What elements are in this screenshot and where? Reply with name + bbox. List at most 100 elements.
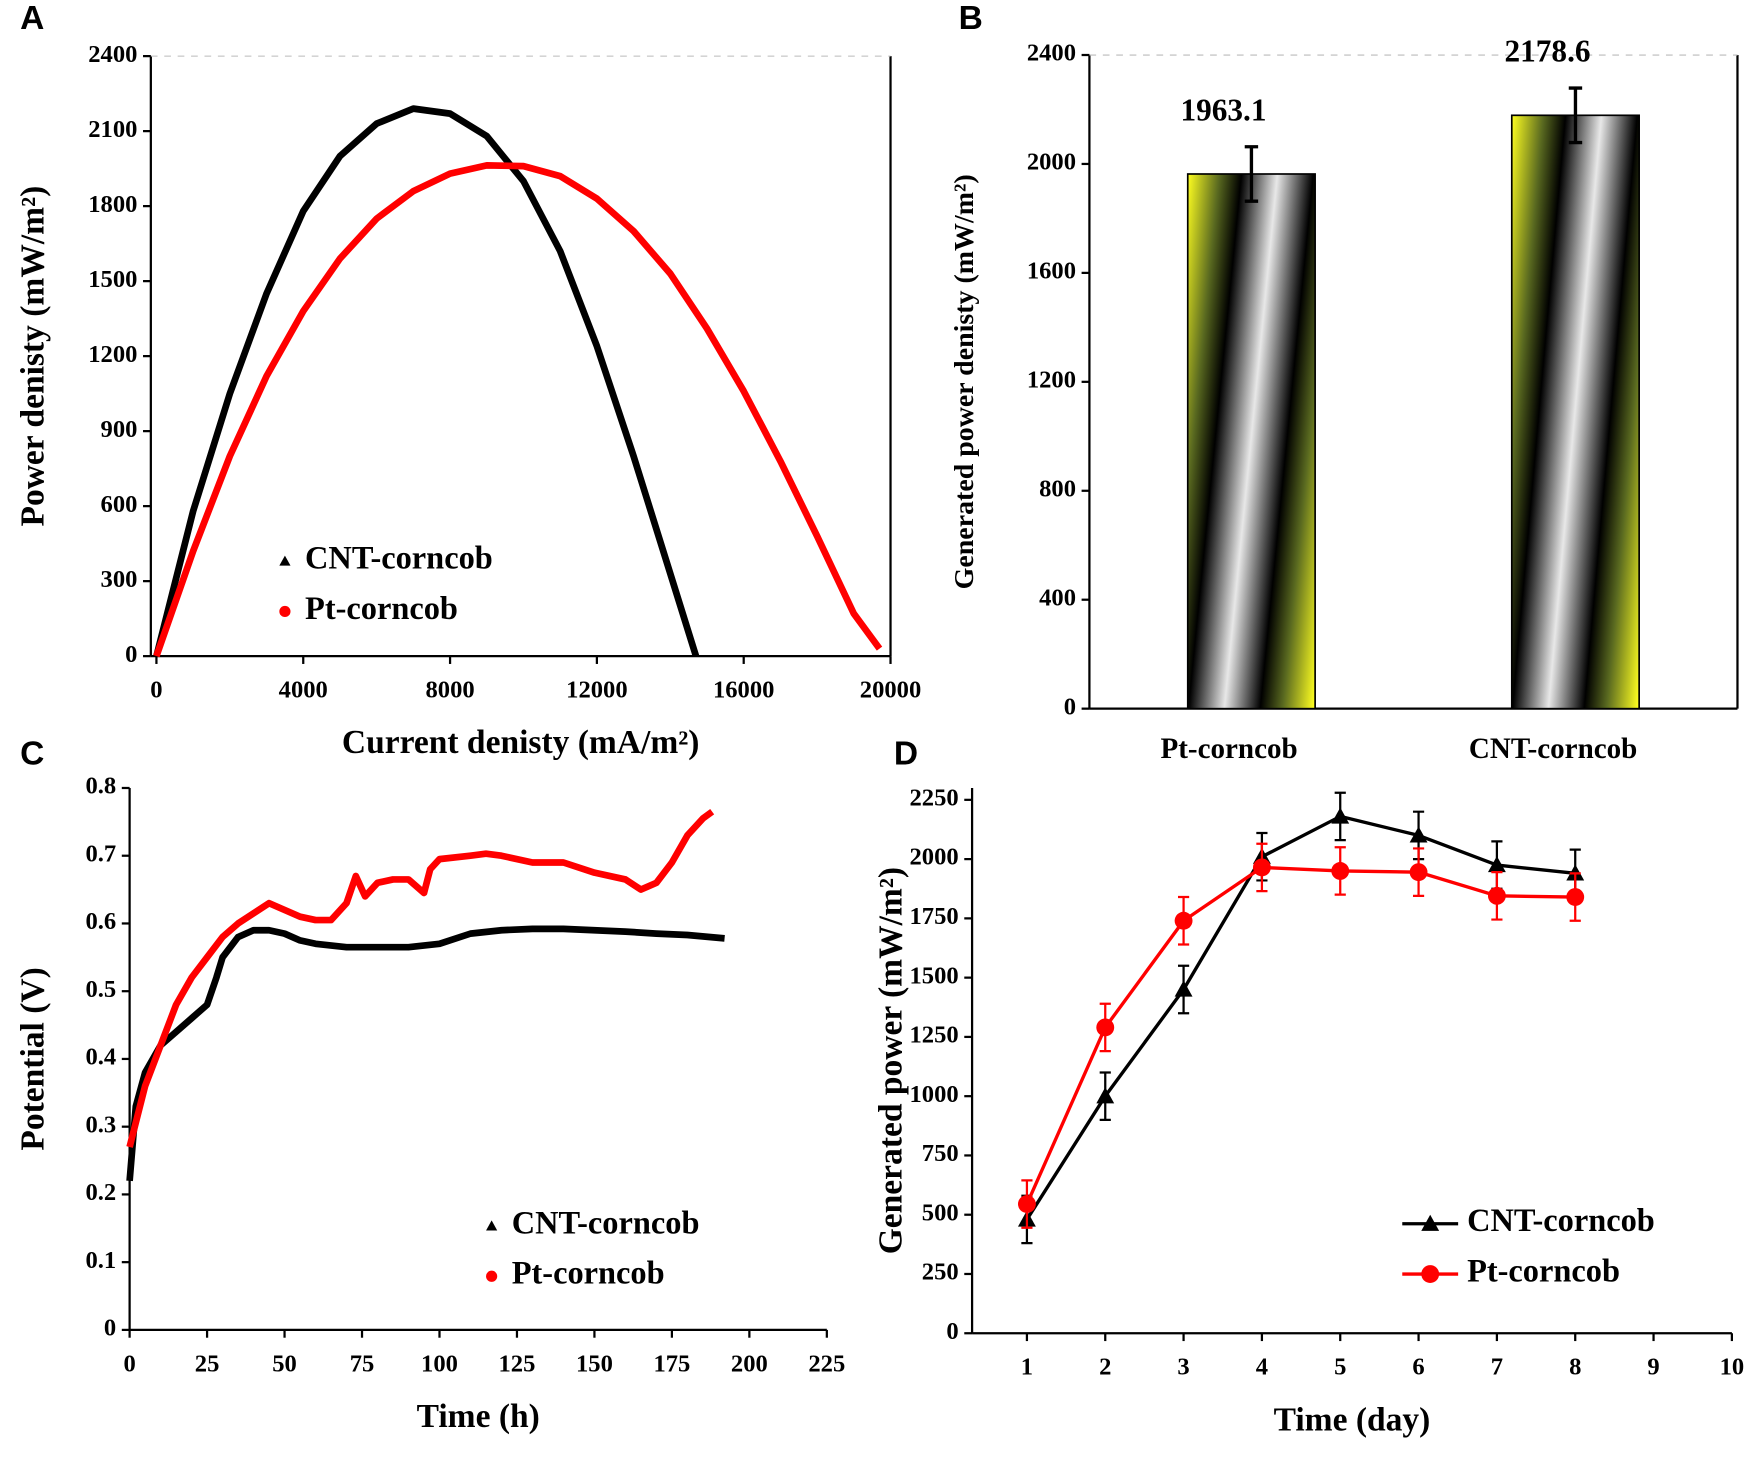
y-tick-label: 0.4 bbox=[85, 1044, 116, 1071]
x-tick-label: 8 bbox=[1569, 1354, 1581, 1381]
y-tick-label: 1200 bbox=[1027, 366, 1076, 393]
series-line bbox=[1025, 865, 1576, 1205]
y-tick-label: 2000 bbox=[910, 844, 959, 871]
y-tick-label: 1600 bbox=[1027, 258, 1076, 285]
y-tick-label: 0 bbox=[125, 641, 137, 668]
y-tick-label: 300 bbox=[101, 566, 138, 593]
panel-label: D bbox=[894, 735, 918, 772]
y-tick-label: 2250 bbox=[910, 784, 959, 811]
series-line bbox=[153, 162, 883, 658]
y-tick-label: 400 bbox=[1039, 584, 1076, 611]
legend-label: CNT-corncob bbox=[1467, 1203, 1655, 1239]
y-tick-label: 1500 bbox=[910, 962, 959, 989]
series-line bbox=[126, 808, 715, 1148]
y-tick-label: 0.6 bbox=[85, 908, 116, 935]
legend-label: Pt-corncob bbox=[512, 1256, 665, 1292]
y-tick-label: 0.8 bbox=[85, 773, 116, 800]
error-bar bbox=[1244, 145, 1259, 203]
y-tick-label: 1250 bbox=[910, 1022, 959, 1049]
data-point bbox=[1409, 863, 1428, 882]
x-axis-label: Time (day) bbox=[1274, 1401, 1431, 1438]
x-tick-label: 6 bbox=[1412, 1354, 1424, 1381]
data-point bbox=[1252, 858, 1271, 877]
x-tick-label: 10 bbox=[1720, 1354, 1745, 1381]
legend-marker bbox=[486, 1220, 498, 1231]
y-tick-label: 0 bbox=[946, 1318, 958, 1345]
x-tick-label: 12000 bbox=[566, 677, 627, 704]
y-tick-label: 750 bbox=[922, 1140, 959, 1167]
x-tick-label: 1 bbox=[1021, 1354, 1033, 1381]
series-line bbox=[153, 105, 700, 658]
y-axis-label: Generated power denisty (mW/m²) bbox=[949, 174, 980, 589]
x-tick-label: 0 bbox=[150, 677, 162, 704]
legend-marker bbox=[1421, 1214, 1440, 1231]
y-tick-label: 0 bbox=[104, 1315, 116, 1342]
x-tick-label: 5 bbox=[1334, 1354, 1346, 1381]
legend-label: Pt-corncob bbox=[305, 591, 458, 627]
bar bbox=[1510, 114, 1640, 710]
x-tick-label: 100 bbox=[421, 1350, 458, 1377]
legend-marker bbox=[279, 555, 291, 566]
y-axis-label: Potential (V) bbox=[14, 967, 51, 1150]
x-tick-label: 4 bbox=[1256, 1354, 1268, 1381]
y-tick-label: 1750 bbox=[910, 903, 959, 930]
data-point bbox=[1331, 807, 1350, 824]
series-line bbox=[126, 925, 725, 1182]
legend-label: CNT-corncob bbox=[305, 541, 493, 577]
legend-label: CNT-corncob bbox=[512, 1205, 700, 1241]
x-axis-label: Time (h) bbox=[417, 1398, 540, 1435]
bar bbox=[1186, 173, 1316, 710]
x-tick-label: 200 bbox=[731, 1350, 768, 1377]
x-tick-label: 225 bbox=[808, 1350, 845, 1377]
data-point bbox=[1017, 1195, 1036, 1213]
x-tick-label: Pt-corncob bbox=[1161, 733, 1298, 765]
data-point bbox=[1409, 826, 1428, 843]
y-tick-label: 0.7 bbox=[85, 840, 116, 867]
y-tick-label: 0.2 bbox=[85, 1179, 116, 1206]
y-tick-label: 250 bbox=[922, 1259, 959, 1286]
error-bar bbox=[1568, 86, 1583, 145]
y-axis-label: Generated power (mW/m²) bbox=[873, 867, 910, 1254]
data-point bbox=[1096, 1018, 1115, 1037]
x-tick-label: 25 bbox=[195, 1350, 220, 1377]
panel-label: B bbox=[959, 0, 983, 37]
y-tick-label: 0.5 bbox=[85, 976, 116, 1003]
x-tick-label: 8000 bbox=[425, 677, 474, 704]
y-tick-label: 600 bbox=[101, 491, 138, 518]
x-tick-label: 9 bbox=[1647, 1354, 1659, 1381]
y-tick-label: 1800 bbox=[88, 191, 137, 218]
data-point bbox=[1174, 911, 1193, 930]
y-tick-label: 2400 bbox=[1027, 40, 1076, 67]
y-tick-label: 0.1 bbox=[85, 1247, 116, 1274]
x-tick-label: 150 bbox=[576, 1350, 613, 1377]
data-point bbox=[1566, 888, 1585, 906]
legend-label: Pt-corncob bbox=[1467, 1253, 1620, 1289]
data-point bbox=[1331, 862, 1350, 880]
x-tick-label: CNT-corncob bbox=[1469, 733, 1637, 765]
panel-label: A bbox=[20, 0, 44, 37]
x-tick-label: 75 bbox=[350, 1350, 375, 1377]
y-tick-label: 0.3 bbox=[85, 1111, 116, 1138]
x-tick-label: 175 bbox=[653, 1350, 690, 1377]
y-tick-label: 2000 bbox=[1027, 149, 1076, 176]
x-axis-label: Current denisty (mA/m²) bbox=[342, 724, 700, 761]
legend-marker bbox=[279, 605, 291, 618]
x-tick-label: 2 bbox=[1099, 1354, 1111, 1381]
y-tick-label: 0 bbox=[1064, 693, 1076, 720]
data-point bbox=[1487, 886, 1506, 905]
y-tick-label: 800 bbox=[1039, 475, 1076, 502]
series-line bbox=[1025, 814, 1576, 1221]
y-tick-label: 1000 bbox=[910, 1081, 959, 1108]
x-tick-label: 16000 bbox=[713, 677, 774, 704]
x-tick-label: 125 bbox=[499, 1350, 536, 1377]
legend-marker bbox=[1421, 1265, 1440, 1283]
y-axis-label: Power denisty (mW/m²) bbox=[14, 186, 51, 527]
x-tick-label: 50 bbox=[272, 1350, 297, 1377]
x-tick-label: 0 bbox=[123, 1350, 135, 1377]
y-tick-label: 2100 bbox=[88, 116, 137, 143]
y-tick-label: 900 bbox=[101, 416, 138, 443]
x-tick-label: 4000 bbox=[279, 677, 328, 704]
data-point bbox=[1096, 1087, 1115, 1104]
panel-label: C bbox=[20, 735, 44, 772]
